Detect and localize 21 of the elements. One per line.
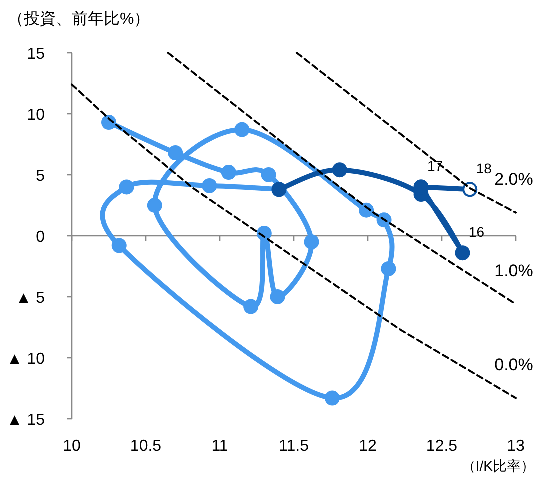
x-tick-label: 10.5 — [130, 438, 162, 455]
series-label: 1.0% — [494, 261, 534, 280]
annotation: 18 — [476, 160, 492, 177]
x-tick-label: 11.5 — [279, 438, 310, 455]
x-tick-label: 13 — [507, 438, 525, 455]
series-label: 0.0% — [494, 355, 534, 374]
xlabel: （I/K比率） — [462, 458, 535, 474]
y-tick-label: ▲ 15 — [6, 412, 46, 429]
ylabel: （投資、前年比%） — [8, 11, 150, 28]
x-tick-label: 10 — [63, 438, 81, 455]
y-tick-label: ▲ 10 — [6, 351, 46, 368]
y-tick-label: 15 — [27, 46, 46, 63]
y-tick-label: 5 — [36, 168, 46, 185]
x-tick-label: 11 — [212, 438, 228, 455]
y-tick-label: ▲ 5 — [16, 290, 46, 307]
y-tick-label: 10 — [27, 107, 46, 124]
annotation: 16 — [468, 224, 484, 240]
x-tick-label: 12 — [359, 438, 377, 455]
x-tick-label: 12.5 — [426, 438, 458, 455]
series-label: 2.0% — [494, 170, 534, 189]
y-tick-label: 0 — [36, 229, 46, 246]
